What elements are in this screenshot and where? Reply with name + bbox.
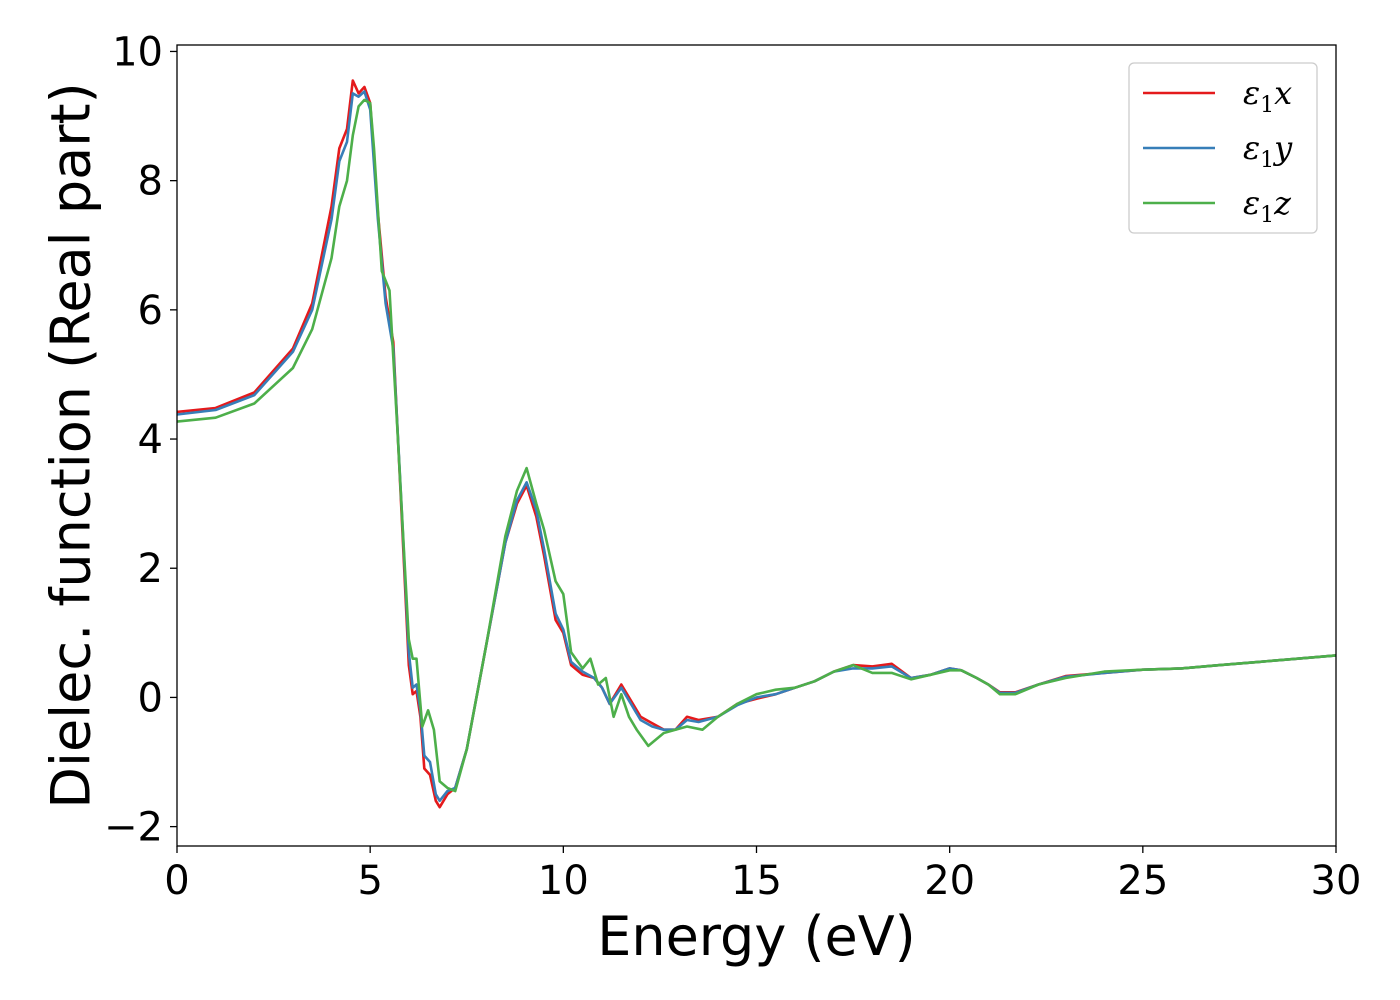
x-tick-label: 25 bbox=[1117, 858, 1168, 904]
legend-entry-y: ε1y bbox=[1243, 129, 1293, 173]
legend-box bbox=[1128, 62, 1318, 234]
legend-entry-subscript: 1 bbox=[1260, 203, 1274, 228]
legend-entry-symbol: ε bbox=[1243, 74, 1260, 112]
legend-entry-x: ε1x bbox=[1243, 74, 1292, 118]
x-axis-ticks: 0 5 10 15 20 25 30 bbox=[164, 846, 1361, 904]
series-layer bbox=[176, 79, 1337, 809]
y-axis-label: Dielec. function (Real part) bbox=[40, 82, 103, 808]
x-tick-label: 15 bbox=[731, 858, 782, 904]
legend-entry-suffix: z bbox=[1273, 184, 1292, 222]
y-tick-label: 8 bbox=[138, 159, 163, 205]
x-axis-label: Energy (eV) bbox=[597, 905, 916, 968]
y-tick-label: 4 bbox=[138, 417, 163, 463]
x-tick-label: 5 bbox=[357, 858, 382, 904]
legend-entry-suffix: y bbox=[1272, 129, 1293, 167]
legend-entry-subscript: 1 bbox=[1260, 93, 1274, 118]
legend-entry-subscript: 1 bbox=[1260, 148, 1274, 173]
y-tick-label: −2 bbox=[104, 805, 163, 851]
y-tick-label: 10 bbox=[112, 29, 163, 75]
y-tick-label: 6 bbox=[138, 288, 163, 334]
series-line-z bbox=[176, 98, 1337, 793]
y-tick-label: 2 bbox=[138, 546, 163, 592]
legend-entry-z: ε1z bbox=[1243, 184, 1292, 228]
y-tick-label: 0 bbox=[138, 675, 163, 721]
legend-entry-symbol: ε bbox=[1243, 184, 1260, 222]
x-tick-label: 10 bbox=[538, 858, 589, 904]
x-tick-label: 20 bbox=[924, 858, 975, 904]
legend-entry-suffix: x bbox=[1274, 74, 1292, 112]
legend-entry-symbol: ε bbox=[1243, 129, 1260, 167]
x-tick-label: 0 bbox=[164, 858, 189, 904]
x-tick-label: 30 bbox=[1311, 858, 1362, 904]
y-axis-ticks: −2 0 2 4 6 8 10 bbox=[104, 29, 177, 851]
